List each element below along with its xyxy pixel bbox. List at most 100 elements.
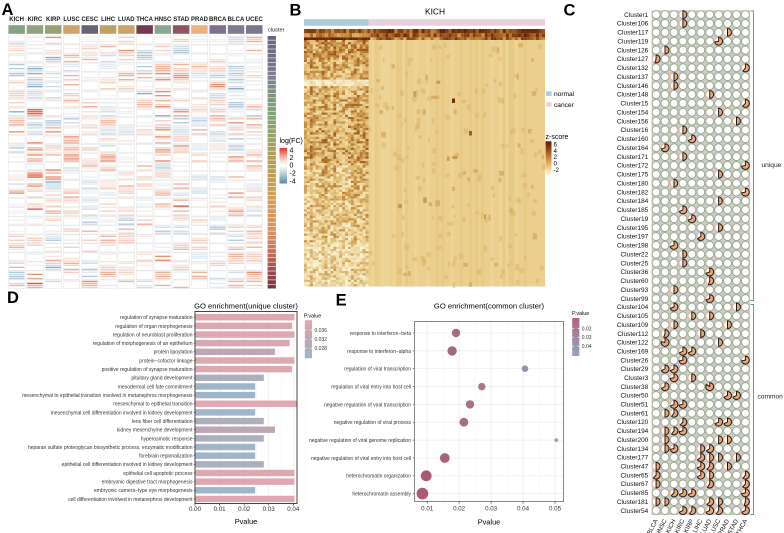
svg-text:6: 6 <box>554 142 558 149</box>
svg-text:Cluster104: Cluster104 <box>617 304 649 311</box>
svg-text:Cluster109: Cluster109 <box>617 322 649 329</box>
svg-text:LIHC: LIHC <box>101 17 116 23</box>
svg-text:regulation of neuroblast proli: regulation of neuroblast proliferation <box>113 332 193 338</box>
svg-text:Cluster29: Cluster29 <box>620 366 648 373</box>
svg-text:Cluster50: Cluster50 <box>620 393 648 400</box>
svg-text:CESC: CESC <box>81 17 98 23</box>
svg-text:protein lipoylation: protein lipoylation <box>154 350 193 356</box>
svg-text:log(FC): log(FC) <box>280 138 303 145</box>
svg-text:mesenchymal to epithelial tran: mesenchymal to epithelial transition inv… <box>22 393 193 399</box>
svg-text:Cluster134: Cluster134 <box>617 446 649 453</box>
svg-text:Cluster182: Cluster182 <box>617 189 649 196</box>
svg-text:2: 2 <box>290 155 294 162</box>
svg-text:Cluster185: Cluster185 <box>617 207 649 214</box>
svg-text:positive regulation of synapse: positive regulation of synapse maturatio… <box>102 367 193 373</box>
svg-text:Cluster3: Cluster3 <box>624 375 649 382</box>
svg-text:Cluster137: Cluster137 <box>617 74 649 81</box>
svg-text:Cluster60: Cluster60 <box>620 278 648 285</box>
svg-text:Cluster106: Cluster106 <box>617 21 649 28</box>
svg-text:cancer: cancer <box>554 102 575 109</box>
svg-text:Cluster127: Cluster127 <box>617 56 649 63</box>
svg-text:STAD: STAD <box>173 17 190 23</box>
svg-text:UCEC: UCEC <box>246 17 264 23</box>
svg-text:Cluster172: Cluster172 <box>617 163 649 170</box>
svg-text:Cluster105: Cluster105 <box>617 313 649 320</box>
svg-text:2: 2 <box>554 154 558 161</box>
svg-text:Cluster25: Cluster25 <box>620 260 648 267</box>
svg-text:KIRP: KIRP <box>46 17 60 23</box>
svg-text:Cluster112: Cluster112 <box>617 331 648 338</box>
svg-text:kidney mesenchyme development: kidney mesenchyme development <box>117 428 193 434</box>
svg-text:Cluster65: Cluster65 <box>620 472 648 479</box>
svg-text:mesenchymal to epithelial tran: mesenchymal to epithelial transition <box>113 402 192 408</box>
svg-text:mesenchymal cell differentiati: mesenchymal cell differentiation involve… <box>51 410 194 416</box>
svg-text:4: 4 <box>290 147 294 154</box>
svg-text:mesodermal cell fate commitmen: mesodermal cell fate commitment <box>118 384 193 390</box>
svg-text:PRAD: PRAD <box>191 17 209 23</box>
svg-text:-2: -2 <box>290 170 296 177</box>
svg-text:z-score: z-score <box>546 134 569 141</box>
svg-text:0: 0 <box>554 161 558 168</box>
svg-text:Cluster169: Cluster169 <box>617 348 649 355</box>
svg-text:Cluster120: Cluster120 <box>617 419 649 426</box>
svg-text:Cluster93: Cluster93 <box>620 287 648 294</box>
svg-text:Cluster180: Cluster180 <box>617 180 649 187</box>
svg-text:KICH: KICH <box>9 17 24 23</box>
svg-text:regulation of organ morphogene: regulation of organ morphogenesis <box>115 324 193 330</box>
svg-text:BRCA: BRCA <box>209 17 227 23</box>
svg-text:Cluster184: Cluster184 <box>617 198 649 205</box>
svg-text:common: common <box>758 393 784 400</box>
svg-text:hyperosmotic response: hyperosmotic response <box>141 436 193 442</box>
svg-text:-2: -2 <box>554 167 560 174</box>
svg-text:Cluster26: Cluster26 <box>620 357 648 364</box>
svg-text:LUAD: LUAD <box>118 17 135 23</box>
svg-text:lens fiber cell differentiatio: lens fiber cell differentiation <box>132 419 193 425</box>
svg-text:Cluster200: Cluster200 <box>617 437 649 444</box>
svg-text:Cluster194: Cluster194 <box>617 428 649 435</box>
svg-text:Cluster85: Cluster85 <box>620 490 648 497</box>
svg-text:KICH: KICH <box>425 7 445 17</box>
svg-text:regulation of synapse maturati: regulation of synapse maturation <box>120 315 193 321</box>
svg-text:Cluster1: Cluster1 <box>624 12 649 19</box>
svg-text:Cluster67: Cluster67 <box>620 481 648 488</box>
svg-text:Cluster122: Cluster122 <box>617 340 649 347</box>
svg-text:Cluster16: Cluster16 <box>620 127 648 134</box>
svg-text:LUSC: LUSC <box>63 17 80 23</box>
svg-text:A: A <box>2 1 14 19</box>
svg-text:regulation of morphogenesis of: regulation of morphogenesis of an epithe… <box>93 341 193 347</box>
svg-text:Cluster198: Cluster198 <box>617 243 649 250</box>
svg-text:Cluster146: Cluster146 <box>617 83 649 90</box>
svg-text:Cluster171: Cluster171 <box>617 154 649 161</box>
svg-text:Cluster54: Cluster54 <box>620 508 648 515</box>
svg-text:protein−cofactor linkage: protein−cofactor linkage <box>139 358 192 364</box>
svg-text:Cluster38: Cluster38 <box>620 384 648 391</box>
svg-text:B: B <box>290 2 302 20</box>
svg-text:Cluster51: Cluster51 <box>620 402 648 409</box>
svg-text:normal: normal <box>554 91 575 98</box>
svg-text:Cluster154: Cluster154 <box>617 109 649 116</box>
svg-text:Cluster61: Cluster61 <box>620 410 648 417</box>
svg-text:Cluster164: Cluster164 <box>617 145 649 152</box>
svg-text:THCA: THCA <box>136 17 153 23</box>
svg-text:Cluster47: Cluster47 <box>620 464 648 471</box>
svg-text:KIRC: KIRC <box>28 17 43 23</box>
svg-text:HNSC: HNSC <box>154 17 172 23</box>
svg-text:GO enrichment(unique cluster): GO enrichment(unique cluster) <box>194 302 298 311</box>
svg-text:Cluster19: Cluster19 <box>620 216 648 223</box>
svg-text:Cluster119: Cluster119 <box>617 38 648 45</box>
svg-text:Cluster195: Cluster195 <box>617 225 649 232</box>
svg-text:0: 0 <box>290 163 294 170</box>
svg-text:Cluster117: Cluster117 <box>617 30 648 37</box>
svg-text:Cluster126: Cluster126 <box>617 47 649 54</box>
svg-text:cluster: cluster <box>268 28 285 34</box>
svg-text:Cluster99: Cluster99 <box>620 296 648 303</box>
svg-text:Cluster36: Cluster36 <box>620 269 648 276</box>
svg-text:C: C <box>564 1 576 19</box>
svg-text:Cluster148: Cluster148 <box>617 92 649 99</box>
svg-text:E: E <box>336 292 347 310</box>
svg-text:Cluster132: Cluster132 <box>617 65 649 72</box>
svg-text:unique: unique <box>762 162 782 169</box>
svg-text:Cluster22: Cluster22 <box>620 251 648 258</box>
svg-text:Cluster181: Cluster181 <box>617 499 649 506</box>
svg-text:pituitary gland development: pituitary gland development <box>131 376 193 382</box>
